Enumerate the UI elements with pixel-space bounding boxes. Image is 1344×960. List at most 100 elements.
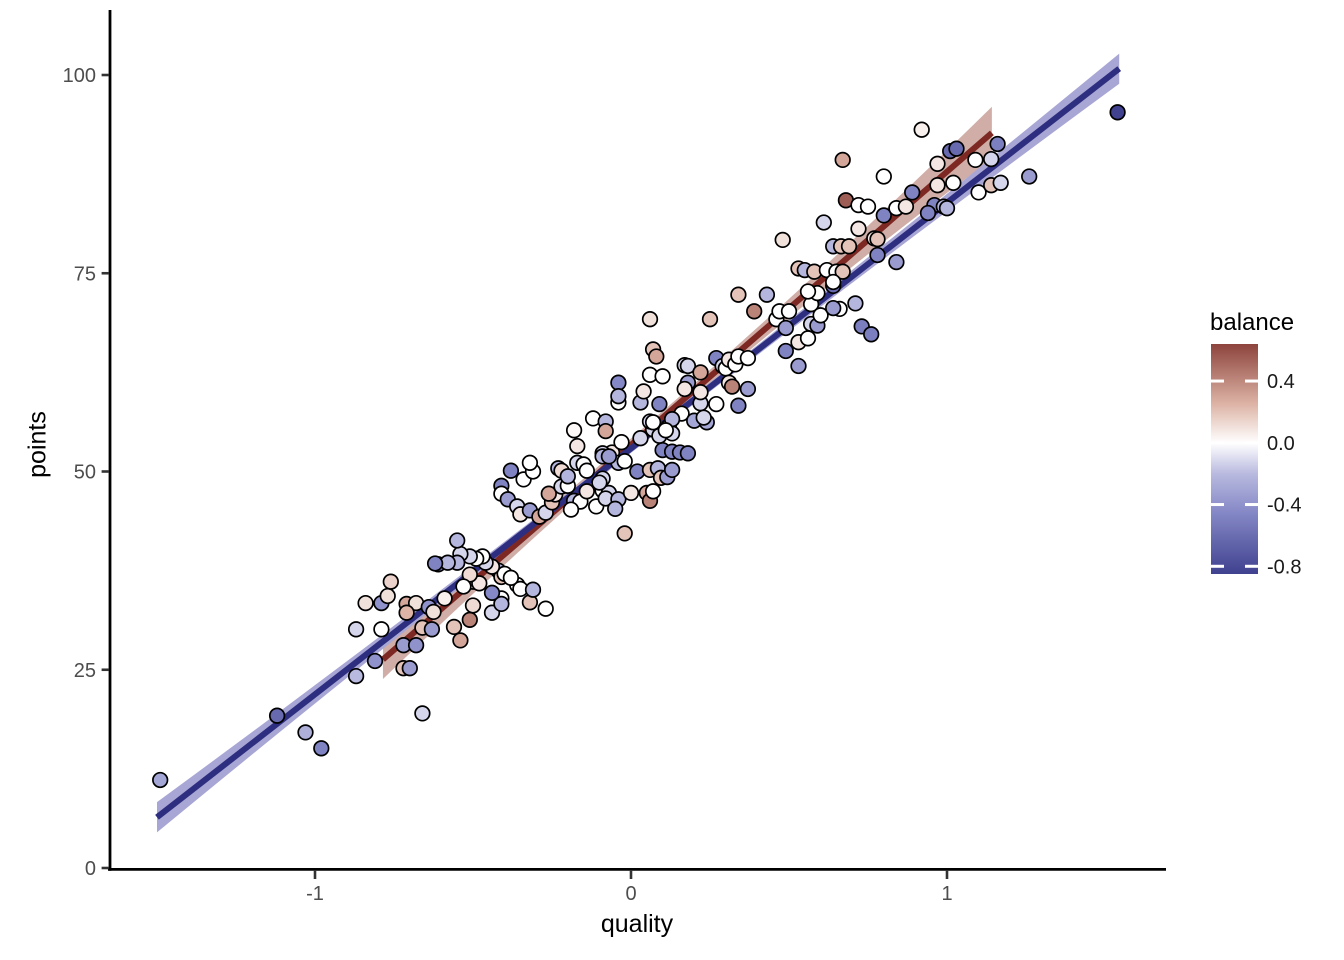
y-tick-label: 50: [74, 462, 96, 484]
scatter-point: [815, 214, 832, 231]
scatter-point: [502, 462, 520, 479]
scatter-point: [654, 368, 671, 385]
scatter-point: [616, 453, 633, 470]
scatter-point: [746, 303, 763, 320]
legend-tick-left: [1211, 379, 1224, 383]
legend-tick-label: -0.8: [1267, 556, 1301, 578]
scatter-point: [777, 342, 794, 360]
scatter-point: [730, 286, 747, 303]
scatter-point: [840, 238, 858, 255]
scatter-point: [967, 151, 984, 169]
scatter-point: [347, 667, 365, 685]
scatter-point: [578, 462, 595, 479]
scatter-point: [970, 184, 987, 201]
scatter-point: [268, 707, 286, 724]
scatter-point: [578, 483, 595, 500]
scatter-point: [641, 311, 659, 328]
scatter-point: [780, 303, 798, 320]
scatter-point: [695, 409, 712, 426]
scatter-point: [407, 637, 425, 654]
legend-tick-right: [1245, 441, 1258, 445]
scatter-point: [607, 500, 624, 517]
scatter-point: [875, 207, 892, 224]
scatter-point: [758, 286, 776, 303]
scatter-point: [616, 525, 633, 542]
scatter-point: [692, 364, 709, 381]
scatter-point: [919, 204, 937, 222]
scatter-point: [875, 168, 892, 185]
legend-tick-right: [1245, 564, 1258, 568]
y-axis-title: points: [23, 411, 52, 478]
scatter-point: [948, 140, 965, 157]
scatter-point: [739, 380, 757, 398]
scatter-point: [834, 263, 851, 280]
scatter-point: [989, 135, 1006, 153]
scatter-point: [863, 326, 880, 343]
scatter-point: [859, 198, 877, 215]
scatter-point: [663, 461, 681, 479]
scatter-point: [644, 483, 662, 500]
scatter-point: [452, 632, 469, 649]
scatter-point: [1021, 168, 1038, 185]
scatter-point: [366, 652, 384, 670]
scatter-point: [897, 198, 915, 215]
scatter-point: [679, 445, 697, 462]
scatter-point: [739, 349, 757, 367]
y-tick-label: 25: [74, 660, 96, 682]
legend-tick-left: [1211, 564, 1224, 568]
scatter-point: [723, 378, 741, 395]
scatter-point: [373, 621, 390, 638]
scatter-point: [777, 319, 794, 337]
scatter-point: [449, 532, 466, 549]
x-axis-title: quality: [600, 910, 674, 938]
scatter-point: [774, 231, 791, 249]
scatter-point: [945, 174, 962, 191]
scatter-point: [929, 177, 946, 194]
legend-tick-label: 0.0: [1267, 433, 1295, 455]
scatter-point: [559, 468, 576, 485]
scatter-point: [847, 295, 864, 312]
x-tick-label: -1: [306, 883, 324, 905]
scatter-point: [992, 174, 1009, 191]
scatter-point: [613, 434, 630, 451]
scatter-point: [651, 395, 668, 413]
scatter-point: [152, 771, 169, 789]
scatter-point: [379, 587, 396, 605]
x-tick-label: 1: [941, 883, 952, 905]
scatter-point: [1109, 104, 1126, 121]
scatter-point: [483, 584, 501, 601]
scatter-point: [414, 705, 431, 722]
scatter-point: [425, 603, 442, 621]
scatter-point: [382, 573, 399, 590]
legend-tick-right: [1245, 503, 1258, 507]
scatter-point: [610, 388, 627, 405]
scatter-point: [812, 307, 829, 324]
scatter-point: [913, 121, 930, 138]
scatter-point: [692, 384, 709, 401]
scatter-point: [888, 253, 905, 271]
y-tick-label: 100: [63, 65, 96, 87]
scatter-point: [869, 246, 886, 264]
scatter-point: [635, 383, 652, 400]
scatter-point: [313, 740, 330, 757]
scatter-point: [825, 299, 842, 317]
scatter-point: [799, 330, 817, 347]
scatter-point: [708, 395, 725, 413]
scatter-point: [701, 311, 719, 328]
scatter-point: [569, 437, 586, 455]
legend-tick-right: [1245, 379, 1258, 383]
legend-tick-label: 0.4: [1267, 371, 1295, 393]
scatter-point: [610, 374, 627, 391]
x-tick-label: 0: [625, 883, 636, 905]
scatter-point: [622, 484, 640, 502]
scatter-point: [850, 220, 867, 237]
scatter-point: [426, 555, 444, 572]
scatter-point: [597, 422, 614, 440]
scatter-point: [676, 380, 693, 398]
scatter-point: [401, 660, 418, 677]
legend-tick-left: [1211, 503, 1224, 507]
scatter-point: [521, 454, 539, 471]
scatter-point: [461, 611, 478, 628]
scatter-point: [562, 501, 580, 518]
